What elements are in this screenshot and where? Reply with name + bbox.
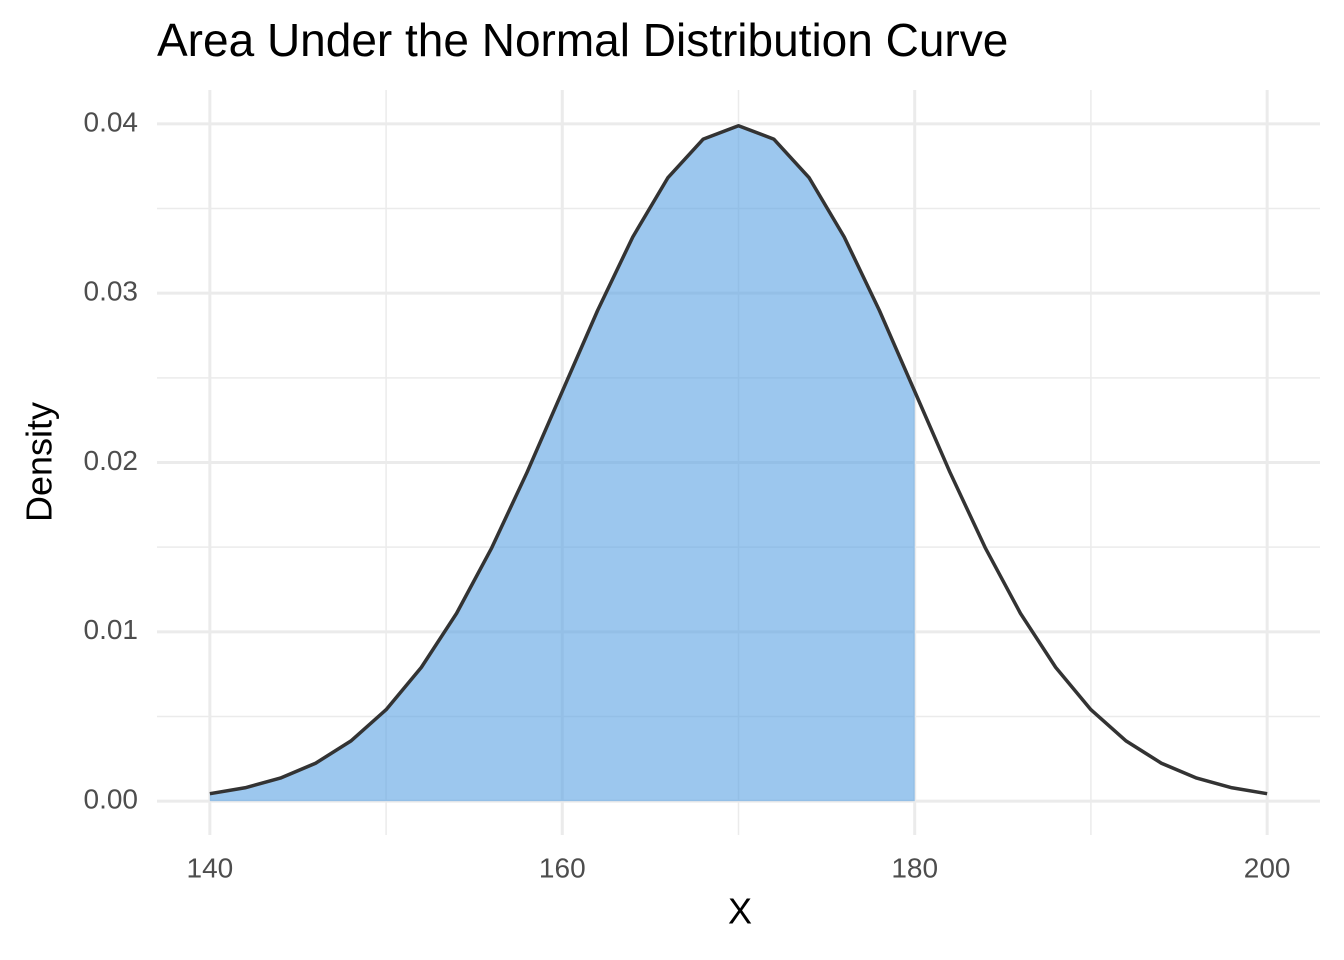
y-tick-label: 0.01	[84, 614, 139, 645]
density-curve	[209, 123, 1268, 796]
y-tick-label: 0.00	[84, 784, 139, 815]
y-tick-label: 0.04	[84, 106, 139, 137]
x-axis-label: X	[728, 891, 752, 932]
y-tick-label: 0.02	[84, 445, 139, 476]
y-axis-label: Density	[19, 402, 60, 522]
y-tick-label: 0.03	[84, 276, 139, 307]
x-tick-label: 140	[187, 852, 234, 883]
chart-title: Area Under the Normal Distribution Curve	[157, 14, 1008, 66]
x-tick-label: 180	[891, 852, 938, 883]
shaded-area	[209, 125, 915, 802]
x-tick-label: 160	[539, 852, 586, 883]
x-tick-label: 200	[1244, 852, 1291, 883]
